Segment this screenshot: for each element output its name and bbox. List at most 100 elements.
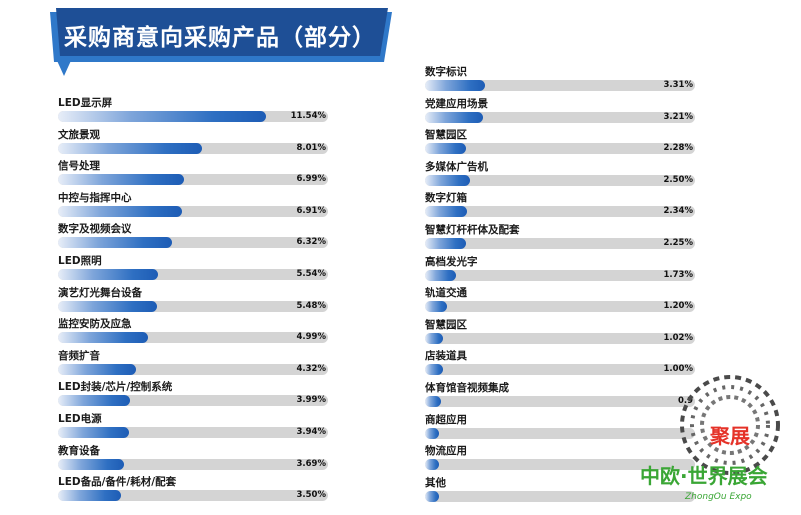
bar-value-label: 5.48% — [296, 300, 327, 311]
bar-label: LED电源 — [58, 413, 102, 425]
bar-item: 文旅景观 8.01% — [58, 127, 328, 159]
bar-track — [425, 143, 695, 155]
bar-track — [425, 490, 695, 502]
bar-fill — [425, 269, 457, 281]
bar-item: LED照明 5.54% — [58, 253, 328, 285]
bar-value-label: 6.91% — [296, 205, 327, 216]
bar-value-label: 2.50% — [663, 174, 694, 185]
bar-fill — [425, 174, 470, 186]
bar-item: 监控安防及应急 4.99% — [58, 316, 328, 348]
bar-fill — [58, 332, 148, 344]
page-title: 采购商意向采购产品（部分） — [64, 25, 376, 51]
bar-label: 数字灯箱 — [425, 192, 467, 205]
bar-label: 演艺灯光舞台设备 — [58, 286, 142, 299]
bar-item: 店装道具 1.00% — [425, 348, 695, 380]
bar-track — [425, 206, 695, 218]
bar-track — [425, 301, 695, 313]
bar-label: 体育馆音视频集成 — [425, 382, 509, 394]
bar-fill — [425, 332, 444, 344]
bar-fill — [58, 300, 157, 312]
bar-item: 物流应用 — [425, 443, 695, 475]
bar-fill — [58, 395, 130, 407]
bar-fill — [58, 269, 158, 280]
bar-value-label: 3.94% — [296, 427, 327, 437]
bar-value-label: 6.32% — [296, 237, 327, 248]
bar-fill — [58, 458, 125, 470]
bar-track — [58, 237, 328, 249]
bar-label: 多媒体广告机 — [425, 160, 488, 173]
bar-label: 音频扩音 — [58, 349, 100, 362]
bar-label: LED显示屏 — [58, 97, 113, 109]
bar-item: LED备品/备件/耗材/配套 3.50% — [58, 474, 328, 506]
bar-track — [58, 142, 328, 154]
bar-fill — [425, 459, 439, 471]
bar-value-label: 1.02% — [663, 332, 694, 343]
bar-item: 信号处理 6.99% — [58, 158, 328, 190]
bar-label: 党建应用场景 — [425, 97, 488, 110]
bar-label: 智慧园区 — [425, 318, 467, 331]
bar-label: LED备品/备件/耗材/配套 — [58, 476, 177, 489]
bar-item: 数字灯箱 2.34% — [425, 190, 695, 222]
bar-track — [58, 332, 328, 344]
bar-value-label: 4.99% — [296, 332, 327, 343]
bar-fill — [425, 80, 485, 91]
bar-value-label: 3.99% — [296, 395, 327, 406]
bar-label: 商超应用 — [425, 413, 467, 426]
bar-fill — [58, 111, 266, 122]
watermark-name-cn: 中欧·世界展会 — [640, 464, 768, 488]
bar-item: 数字及视频会议 6.32% — [58, 221, 328, 253]
bar-track — [58, 205, 328, 217]
bar-item: 教育设备 3.69% — [58, 443, 328, 475]
bar-track — [425, 332, 695, 344]
bar-track — [425, 238, 695, 249]
bar-fill — [425, 143, 467, 155]
bar-track — [425, 364, 695, 376]
bar-fill — [58, 363, 136, 375]
bar-track — [58, 111, 328, 122]
bar-label: 物流应用 — [425, 445, 467, 458]
bar-item: 数字标识 3.31% — [425, 64, 695, 96]
bar-fill — [58, 142, 203, 154]
bar-value-label: 1.20% — [663, 301, 694, 312]
bar-value-label: 4.32% — [296, 363, 327, 374]
bar-value-label: 1.73% — [663, 269, 694, 280]
bar-label: 轨道交通 — [425, 287, 467, 300]
bar-label: 高档发光字 — [425, 255, 478, 268]
bar-item: 轨道交通 1.20% — [425, 285, 695, 317]
bar-track — [425, 396, 695, 407]
bar-track — [425, 459, 695, 471]
bar-item: 商超应用 — [425, 412, 695, 444]
bar-label: 其他 — [425, 476, 446, 489]
bar-label: LED照明 — [58, 255, 102, 267]
bar-value-label: 3.50% — [296, 490, 327, 501]
bar-item: 党建应用场景 3.21% — [425, 96, 695, 128]
bar-item: 多媒体广告机 2.50% — [425, 159, 695, 191]
bar-track — [58, 363, 328, 375]
bar-item: 高档发光字 1.73% — [425, 254, 695, 286]
bar-track — [425, 174, 695, 186]
bar-track — [58, 427, 328, 438]
bar-label: 数字标识 — [425, 66, 467, 78]
bar-value-label: 5.54% — [296, 269, 327, 279]
bar-item: 演艺灯光舞台设备 5.48% — [58, 285, 328, 317]
bar-label: 中控与指挥中心 — [58, 191, 132, 204]
bar-fill — [425, 111, 483, 123]
bar-fill — [425, 427, 440, 439]
bar-item: 智慧灯杆杆体及配套 2.25% — [425, 222, 695, 254]
bar-value-label: 1.00% — [663, 364, 694, 375]
bar-value-label: 8.01% — [296, 142, 327, 153]
bar-item: 音频扩音 4.32% — [58, 348, 328, 380]
bar-value-label: 2.28% — [663, 143, 694, 154]
qr-ring-icon — [680, 375, 780, 475]
bar-item: 中控与指挥中心 6.91% — [58, 190, 328, 222]
bar-fill — [58, 205, 183, 217]
bar-value-label: 3.31% — [663, 80, 694, 90]
bar-item: 智慧园区 2.28% — [425, 127, 695, 159]
bar-label: 文旅景观 — [58, 128, 100, 141]
bar-fill — [58, 427, 129, 438]
title-banner — [50, 8, 392, 76]
bar-track — [425, 427, 695, 439]
bar-label: 智慧园区 — [425, 129, 467, 142]
bar-track — [58, 395, 328, 407]
bar-fill — [425, 364, 443, 376]
